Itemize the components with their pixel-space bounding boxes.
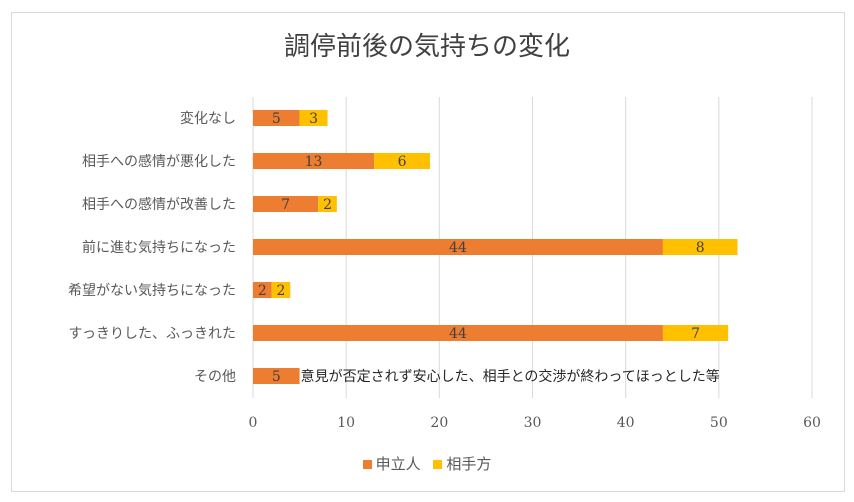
bar-applicant xyxy=(253,239,663,255)
category-label: 変化なし xyxy=(180,110,236,127)
chart-title: 調停前後の気持ちの変化 xyxy=(283,32,570,62)
data-label: 2 xyxy=(323,197,332,213)
category-label: その他 xyxy=(194,369,236,385)
legend-label: 相手方 xyxy=(446,455,492,473)
x-tick-label: 60 xyxy=(803,415,821,431)
data-label: 8 xyxy=(696,240,705,256)
x-tick-label: 40 xyxy=(617,415,635,431)
data-label: 44 xyxy=(449,240,467,256)
bar-respondent xyxy=(374,153,431,169)
legend-swatch-icon xyxy=(433,460,443,469)
x-tick-label: 50 xyxy=(710,415,728,431)
legend-item-series-0: 申立人 xyxy=(362,455,421,473)
x-tick-label: 30 xyxy=(524,415,542,431)
bar-applicant xyxy=(253,368,300,384)
bar-respondent xyxy=(271,282,291,298)
bar-respondent xyxy=(662,239,738,255)
annotation-text: 意見が否定されず安心した、相手との交渉が終わってほっとした等 xyxy=(301,368,720,385)
x-tick-label: 10 xyxy=(337,415,355,431)
bar-applicant xyxy=(253,325,663,341)
bar-applicant xyxy=(253,282,272,298)
bar-applicant xyxy=(253,110,300,126)
data-label: 7 xyxy=(691,326,700,342)
bar-applicant xyxy=(253,153,375,169)
category-label: 前に進む気持ちになった xyxy=(82,239,236,256)
data-label: 5 xyxy=(272,369,281,385)
legend-label: 申立人 xyxy=(375,455,421,473)
category-label: 相手への感情が悪化した xyxy=(82,153,236,170)
legend-item-series-1: 相手方 xyxy=(433,455,491,473)
legend: 申立人 相手方 xyxy=(0,453,854,474)
data-label: 2 xyxy=(258,283,267,299)
bar-applicant xyxy=(253,196,319,212)
category-label: すっきりした、ふっきれた xyxy=(69,326,236,342)
bar-respondent xyxy=(299,110,328,126)
x-tick-label: 0 xyxy=(249,415,258,431)
category-label: 相手への感情が改善した xyxy=(82,196,236,213)
data-label: 6 xyxy=(398,154,407,170)
category-label: 希望がない気持ちになった xyxy=(68,283,236,299)
x-tick-label: 20 xyxy=(430,415,448,431)
legend-swatch-icon xyxy=(362,460,372,469)
bar-respondent xyxy=(662,325,729,341)
data-label: 13 xyxy=(305,154,323,170)
data-label: 3 xyxy=(309,111,318,127)
data-label: 7 xyxy=(281,197,290,213)
data-label: 2 xyxy=(276,283,285,299)
data-label: 5 xyxy=(272,111,281,127)
bar-respondent xyxy=(318,196,337,212)
data-label: 44 xyxy=(449,326,467,342)
